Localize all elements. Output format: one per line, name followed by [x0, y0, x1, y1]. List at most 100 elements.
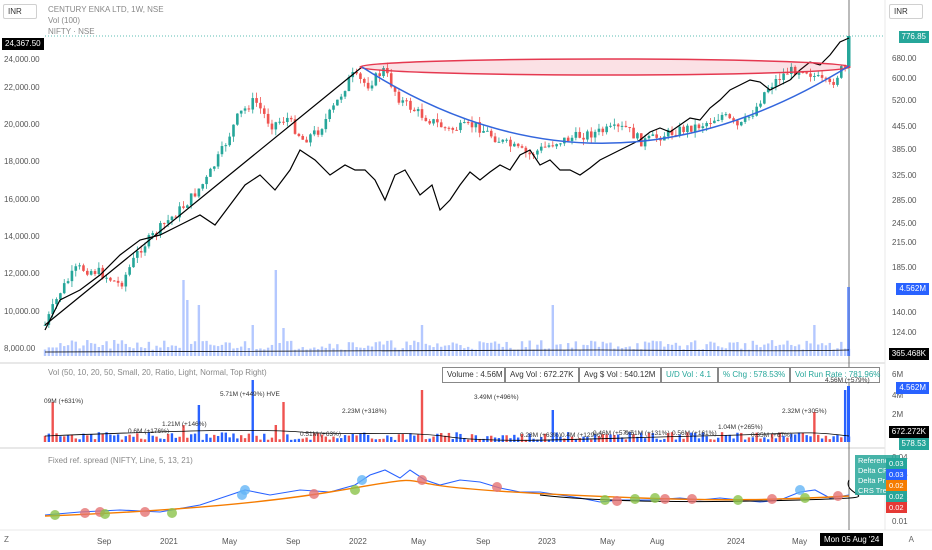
volume-bar: [186, 300, 189, 356]
volume-bar: [551, 305, 554, 356]
volume-pane-bar: [447, 432, 451, 442]
rs-indicator-legend[interactable]: Fixed ref. spread (NIFTY, Line, 5, 13, 2…: [48, 456, 193, 465]
volume-pane-bar: [355, 435, 358, 442]
volume-bar: [647, 342, 651, 356]
candle-body: [282, 121, 285, 123]
volume-pane-bar: [817, 434, 820, 442]
volume-bar: [359, 347, 362, 356]
volume-pane-bar: [574, 439, 578, 442]
volume-bar: [113, 340, 116, 356]
candle-body: [516, 143, 520, 147]
candle-body: [559, 143, 562, 145]
candle-body: [789, 66, 793, 74]
candle-body: [632, 127, 635, 139]
volume-bar: [578, 349, 581, 356]
candle-body: [201, 184, 205, 189]
volume-pane-bar: [374, 439, 378, 442]
volume-bar: [747, 349, 751, 356]
volume-bar: [593, 341, 597, 356]
candle-body: [651, 134, 655, 136]
candle-body: [539, 146, 543, 151]
vol-indicator-legend[interactable]: Vol (50, 10, 20, 50, Small, 20, Ratio, L…: [48, 368, 267, 377]
candle-body: [466, 122, 470, 124]
volume-bar: [213, 345, 216, 356]
volume-bar: [120, 340, 124, 356]
volume-bar: [663, 346, 666, 356]
candle-body: [713, 120, 716, 124]
volume-pane-bar: [332, 436, 335, 442]
volume-bar: [109, 348, 112, 356]
right-axis-label: 140.00: [892, 308, 917, 317]
volume-pane-bar: [128, 434, 131, 442]
candle-body: [262, 108, 266, 114]
volume-pane-bar: [559, 436, 562, 442]
volume-bar: [363, 347, 366, 356]
symbol-legend[interactable]: CENTURY ENKA LTD, 1W, NSE: [48, 5, 164, 14]
volume-bar: [470, 348, 474, 356]
volume-pane-bar: [347, 435, 351, 442]
volume-bar: [797, 344, 801, 356]
candle-body: [797, 71, 801, 75]
volume-bar: [136, 342, 139, 356]
left-axis-label: 18,000.00: [4, 157, 40, 166]
volume-bar: [532, 349, 535, 356]
candle-body: [70, 270, 74, 282]
volume-bar: [732, 342, 735, 356]
compare-legend[interactable]: NIFTY · NSE: [48, 27, 95, 36]
volume-legend[interactable]: Vol (100): [48, 16, 81, 25]
volume-bar: [497, 343, 501, 356]
volume-pane-bar: [255, 435, 258, 442]
auto-scale-button[interactable]: A: [908, 535, 914, 544]
candle-body: [813, 75, 816, 77]
ellipse-drawing[interactable]: [359, 58, 851, 76]
volume-pane-bar: [139, 438, 143, 442]
volume-bar: [743, 343, 747, 356]
candle-body: [551, 145, 555, 147]
volume-pane-bar: [466, 439, 470, 442]
volume-annotation: 0.56M (+161%): [672, 430, 717, 437]
right-axis-label: 215.00: [892, 238, 917, 247]
volume-bar: [770, 340, 774, 356]
candle-body: [636, 133, 639, 139]
volume-bar: [697, 349, 701, 356]
volume-bar: [274, 270, 278, 356]
candle-body: [759, 103, 762, 107]
volume-pane-bar: [843, 390, 847, 442]
volume-pane-bar: [328, 439, 331, 442]
logo-icon[interactable]: Z: [4, 535, 9, 544]
volume-pane-bar: [274, 425, 278, 442]
volume-bar: [524, 347, 528, 356]
vol-pane-avg-label: 672.272K: [888, 426, 929, 438]
volume-bar: [351, 342, 354, 356]
volume-pane-bar: [78, 439, 81, 442]
volume-bar: [59, 343, 62, 356]
volume-pane-bar: [847, 386, 850, 442]
currency-selector-left[interactable]: INR: [3, 4, 37, 19]
volume-bar: [209, 344, 212, 356]
candle-body: [482, 130, 485, 133]
volume-pane-bar: [170, 433, 174, 442]
volume-pane-bar: [832, 436, 835, 442]
volume-pane-bar: [682, 438, 685, 442]
volume-pane-bar: [416, 434, 420, 442]
drawings-group[interactable]: [44, 58, 851, 326]
vol-axis-label: 2M: [892, 410, 904, 419]
volume-pane-bar: [97, 432, 101, 442]
volume-ma-label: 365.468K: [888, 348, 929, 360]
currency-selector-right[interactable]: INR: [889, 4, 923, 19]
candle-body: [316, 130, 320, 135]
volume-bar: [782, 344, 785, 356]
arc-drawing[interactable]: [361, 65, 850, 144]
volume-pane-bar: [151, 435, 154, 442]
volume-bar: [651, 340, 655, 356]
left-axis-label: 16,000.00: [4, 195, 40, 204]
candle-body: [116, 280, 120, 283]
candle-body: [309, 134, 312, 143]
volume-pane-bar: [193, 433, 197, 442]
volume-bar: [478, 341, 481, 356]
volume-pane-bar: [820, 438, 824, 442]
candle-body: [828, 78, 832, 82]
trend-line-drawing[interactable]: [44, 66, 363, 326]
